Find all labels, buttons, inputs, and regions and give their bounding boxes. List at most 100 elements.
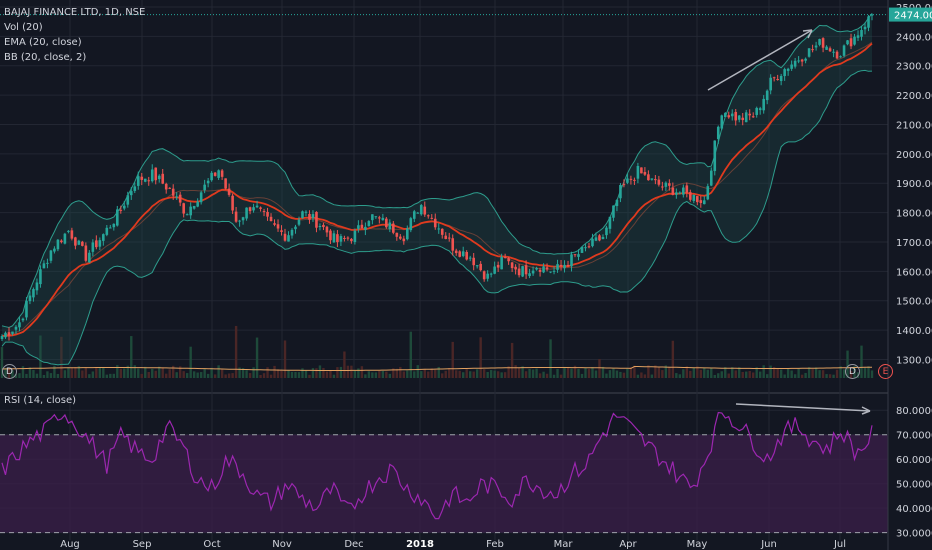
dividend-badge-left[interactable]: D bbox=[2, 364, 17, 379]
bb-label[interactable]: BB (20, close, 2) bbox=[4, 52, 87, 63]
candle-body bbox=[671, 187, 675, 195]
volume-bar bbox=[294, 371, 297, 378]
volume-bar bbox=[105, 374, 109, 378]
candle-body bbox=[350, 238, 353, 242]
volume-bar bbox=[769, 365, 772, 378]
volume-bar bbox=[713, 374, 716, 378]
volume-bar bbox=[185, 373, 189, 378]
candle-body bbox=[475, 265, 479, 267]
candle-body bbox=[269, 216, 273, 222]
candle-body bbox=[126, 195, 130, 205]
volume-bar bbox=[248, 373, 252, 378]
rsi-tick-label: 40.0000 bbox=[896, 504, 932, 515]
volume-bar bbox=[640, 372, 643, 378]
volume-bar bbox=[661, 370, 664, 378]
candle-body bbox=[531, 270, 535, 274]
volume-bar bbox=[500, 372, 503, 378]
candle-body bbox=[367, 221, 371, 227]
volume-bar bbox=[63, 370, 67, 378]
candle-body bbox=[601, 237, 605, 240]
volume-bar bbox=[493, 370, 496, 378]
volume-bar bbox=[350, 365, 353, 378]
candle-body bbox=[472, 257, 475, 266]
candle-body bbox=[867, 16, 870, 28]
volume-bar bbox=[381, 370, 385, 378]
volume-bar bbox=[682, 369, 685, 378]
candle-body bbox=[682, 187, 685, 195]
volume-bar bbox=[559, 374, 563, 378]
candle-body bbox=[849, 38, 853, 47]
candle-body bbox=[468, 257, 472, 259]
candle-body bbox=[444, 235, 448, 239]
candle-body bbox=[67, 230, 70, 232]
volume-bar bbox=[220, 369, 224, 378]
candle-body bbox=[626, 178, 629, 183]
volume-bar bbox=[192, 371, 196, 378]
volume-bar bbox=[161, 367, 164, 378]
candle-body bbox=[807, 48, 811, 57]
volume-bar bbox=[685, 366, 689, 378]
dividend-badge-right[interactable]: D bbox=[845, 364, 860, 379]
volume-bar bbox=[706, 369, 709, 378]
candle-body bbox=[790, 64, 793, 69]
candle-body bbox=[828, 48, 832, 52]
candle-body bbox=[640, 167, 643, 174]
volume-bar bbox=[608, 370, 612, 378]
candle-body bbox=[433, 218, 437, 228]
candle-body bbox=[95, 240, 98, 248]
volume-bar bbox=[689, 370, 692, 378]
rsi-label[interactable]: RSI (14, close) bbox=[4, 395, 77, 406]
volume-bar bbox=[724, 367, 727, 378]
volume-bar bbox=[95, 367, 98, 378]
candle-body bbox=[25, 300, 28, 318]
candle-body bbox=[486, 273, 489, 279]
candle-body bbox=[758, 108, 762, 111]
volume-bar bbox=[748, 371, 751, 378]
volume-bar bbox=[14, 374, 18, 378]
axis-background bbox=[888, 0, 932, 550]
candle-body bbox=[409, 218, 413, 231]
candle-body bbox=[399, 236, 402, 239]
volume-bar bbox=[231, 373, 234, 378]
vol-label[interactable]: Vol (20) bbox=[4, 22, 43, 33]
candle-body bbox=[594, 237, 598, 241]
volume-bar bbox=[563, 366, 566, 378]
volume-bar bbox=[528, 369, 531, 378]
candle-body bbox=[182, 203, 185, 214]
candle-body bbox=[56, 239, 60, 250]
volume-bar bbox=[158, 366, 161, 378]
volume-bar bbox=[130, 336, 133, 378]
candle-body bbox=[133, 186, 137, 191]
volume-bar bbox=[147, 371, 150, 378]
earnings-badge[interactable]: E bbox=[878, 364, 893, 379]
time-tick-label: Feb bbox=[486, 539, 504, 550]
volume-bar bbox=[133, 365, 136, 378]
volume-bar bbox=[360, 366, 364, 378]
candle-body bbox=[503, 256, 507, 258]
candle-body bbox=[825, 46, 828, 50]
volume-bar bbox=[343, 351, 346, 378]
volume-bar bbox=[647, 365, 650, 378]
candle-body bbox=[234, 211, 238, 222]
candle-body bbox=[545, 267, 549, 270]
candle-body bbox=[689, 192, 692, 200]
price-tick-label: 2300.000 bbox=[896, 62, 932, 73]
volume-bar bbox=[18, 373, 21, 378]
candle-body bbox=[112, 223, 116, 228]
candle-body bbox=[556, 264, 559, 270]
candle-body bbox=[699, 200, 703, 203]
volume-bar bbox=[678, 374, 682, 378]
symbol-label[interactable]: BAJAJ FINANCE LTD, 1D, NSE bbox=[4, 7, 146, 18]
candle-body bbox=[489, 273, 493, 275]
candle-body bbox=[143, 178, 147, 182]
time-tick-label: Aug bbox=[60, 539, 80, 550]
price-tick-label: 1700.000 bbox=[896, 238, 932, 249]
candle-body bbox=[863, 26, 867, 30]
ema-label[interactable]: EMA (20, close) bbox=[4, 37, 82, 48]
candle-body bbox=[287, 235, 290, 242]
candle-body bbox=[762, 98, 765, 111]
volume-bar bbox=[182, 371, 185, 378]
volume-bar bbox=[783, 374, 786, 378]
